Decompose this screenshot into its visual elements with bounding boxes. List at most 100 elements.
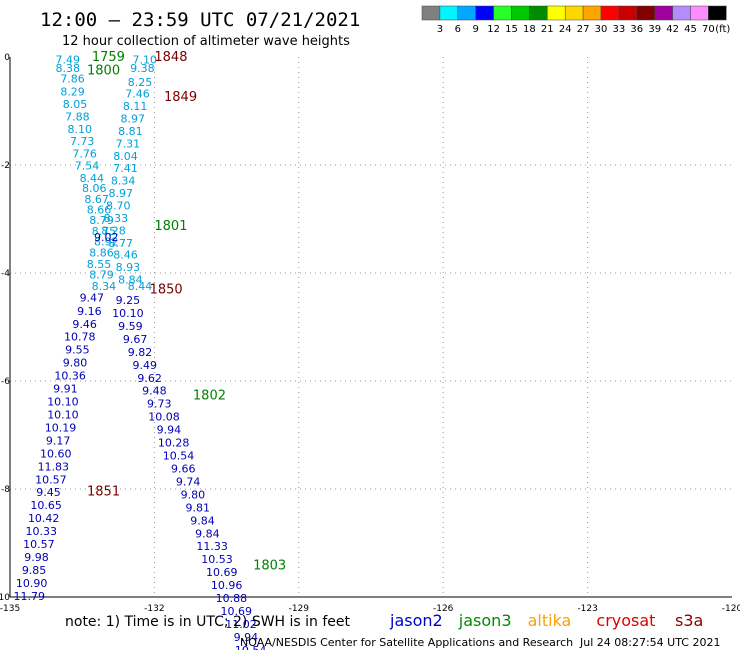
data-point-jason3: 10.33: [26, 525, 58, 538]
x-tick-label: -126: [433, 604, 454, 614]
data-point-jason2: 8.38: [56, 62, 81, 75]
data-point-jason2: 8.44: [128, 280, 153, 293]
data-point-jason3: 10.10: [47, 408, 79, 421]
data-point-jason3: 9.16: [77, 305, 102, 318]
colorbar-swatch: [582, 5, 602, 21]
colorbar-swatch: [690, 5, 709, 21]
data-point-jason3: 9.73: [147, 398, 172, 411]
time-label: 1759: [92, 50, 125, 65]
time-label: 1849: [164, 90, 197, 105]
data-point-jason3: 10.53: [201, 553, 233, 566]
colorbar-swatch: [600, 5, 620, 21]
y-tick-label: -8: [1, 485, 10, 495]
x-tick-label: -135: [0, 604, 20, 614]
data-point-jason2: 7.73: [70, 135, 95, 148]
data-point-jason3: 10.88: [216, 592, 248, 605]
data-point-jason3: 10.69: [206, 566, 238, 579]
satellite-cryosat: cryosat: [596, 611, 655, 630]
satellite-jason3: jason3: [458, 611, 512, 630]
data-point-jason2: 7.54: [75, 160, 100, 173]
data-point-jason2: 8.75: [92, 225, 117, 238]
colorbar-label: 45: [684, 24, 697, 35]
data-point-jason3: 9.80: [181, 488, 206, 501]
y-tick-label: 0: [4, 53, 10, 63]
data-point-jason3: 10.36: [54, 370, 86, 383]
data-point-jason2: 8.92: [94, 236, 119, 249]
colorbar-swatch: [529, 5, 548, 21]
data-point-jason2: 8.67: [84, 193, 109, 206]
data-point-jason3: 9.25: [116, 294, 141, 307]
data-point-jason3: 10.96: [211, 579, 243, 592]
data-point-jason3: 10.10: [112, 307, 144, 320]
colorbar-swatch: [618, 5, 638, 21]
data-point-jason3: 10.42: [28, 512, 60, 525]
data-point-jason3: 9.94: [157, 424, 182, 437]
colorbar-swatch: [493, 5, 512, 21]
data-point-jason3: 10.28: [158, 437, 190, 450]
x-tick-label: -132: [144, 604, 164, 614]
data-point-jason3: 10.60: [40, 447, 72, 460]
data-point-jason2: 8.29: [60, 86, 85, 99]
data-point-jason3: 11.33: [196, 540, 228, 553]
data-point-jason3: 11.83: [38, 460, 70, 473]
colorbar-label: 21: [541, 24, 554, 35]
colorbar-swatch: [564, 5, 584, 21]
y-tick-label: -4: [1, 269, 10, 279]
colorbar-label: 15: [505, 24, 518, 35]
data-point-jason2: 8.77: [108, 237, 133, 250]
data-point-jason3: 9.81: [185, 501, 210, 514]
data-point-jason3: 9.46: [72, 318, 97, 331]
data-point-jason3: 9.48: [142, 385, 167, 398]
x-tick-label: -129: [289, 604, 310, 614]
colorbar-swatch: [547, 5, 566, 21]
data-point-jason2: 8.04: [113, 150, 138, 163]
data-point-jason3: 10.69: [220, 605, 252, 618]
chart-title: 12:00 — 23:59 UTC 07/21/2021: [40, 9, 360, 31]
colorbar-label: 36: [630, 24, 643, 35]
data-point-jason3: 9.94: [234, 631, 259, 644]
data-point-jason3: 9.49: [133, 359, 158, 372]
satellite-altika: altika: [528, 611, 572, 630]
data-point-jason2: 8.25: [128, 76, 153, 89]
data-point-jason2: 8.46: [113, 249, 138, 262]
colorbar-swatch: [672, 5, 691, 21]
data-point-jason2: 7.41: [113, 162, 138, 175]
data-point-jason3: 10.54: [163, 450, 195, 463]
data-point-jason3: 9.85: [22, 564, 47, 577]
data-point-jason2: 8.34: [111, 175, 136, 188]
colorbar-label: 9: [473, 24, 479, 35]
data-point-jason2: 7.76: [72, 148, 97, 161]
data-point-jason3: 9.55: [65, 344, 90, 357]
colorbar-label: 6: [455, 24, 461, 35]
colorbar: 3 6 9 12 15 18 21 24 27 30 33 36 39 42 45 70 (ft): [421, 5, 730, 35]
data-point-jason3: 9.82: [128, 346, 153, 359]
data-point-jason3: 9.66: [171, 462, 196, 475]
colorbar-swatch: [475, 5, 494, 21]
data-point-jason3: 10.10: [47, 396, 79, 409]
colorbar-swatch: [511, 5, 530, 21]
data-point-jason3: 10.57: [23, 538, 55, 551]
data-point-jason2: 8.81: [118, 125, 143, 138]
colorbar-label: 12: [487, 24, 500, 35]
colorbar-label: 27: [577, 24, 590, 35]
data-point-jason3: 9.98: [24, 551, 49, 564]
footer-credit: NOAA/NESDIS Center for Satellite Applica…: [240, 636, 573, 649]
data-point-jason2: 8.86: [89, 246, 114, 259]
colorbar-swatch: [654, 5, 673, 21]
data-point-jason3: 9.02: [94, 231, 119, 244]
data-point-jason3: 10.54: [235, 644, 267, 650]
data-point-jason2: 8.44: [80, 172, 105, 185]
data-point-jason3: 10.65: [30, 499, 62, 512]
y-tick-label: -2: [1, 161, 10, 171]
data-point-jason2: 9.38: [130, 62, 155, 75]
colorbar-swatch: [421, 5, 441, 21]
x-tick-label: -123: [577, 604, 597, 614]
data-point-jason2: 7.86: [60, 73, 85, 86]
colorbar-label: 70: [702, 24, 715, 35]
footer-note: note: 1) Time is in UTC; 2) SWH is in fe…: [65, 614, 351, 630]
colorbar-label: 42: [666, 24, 679, 35]
colorbar-label: 24: [559, 24, 572, 35]
colorbar-swatch: [457, 5, 476, 21]
footer-timestamp: Jul 24 08:27:54 UTC 2021: [579, 636, 720, 649]
data-point-jason2: 8.97: [120, 113, 145, 126]
